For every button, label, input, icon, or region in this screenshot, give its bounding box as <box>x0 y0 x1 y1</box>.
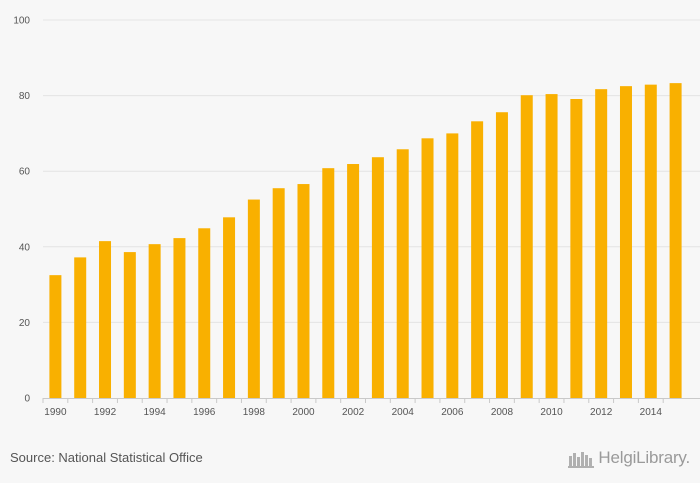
bars <box>49 83 682 399</box>
bar-2006[interactable] <box>446 133 459 398</box>
bar-1999[interactable] <box>272 188 285 398</box>
x-tick-label: 1996 <box>193 407 216 418</box>
x-tick-label: 1998 <box>243 407 266 418</box>
y-tick-label: 20 <box>19 318 31 329</box>
bar-2009[interactable] <box>520 95 533 399</box>
bar-1993[interactable] <box>123 252 136 398</box>
y-tick-label: 0 <box>24 394 30 405</box>
brand-logo[interactable]: HelgiLibrary. <box>568 448 690 468</box>
bar-2015[interactable] <box>669 83 682 398</box>
bar-2011[interactable] <box>570 99 583 398</box>
library-logo-icon <box>568 452 595 468</box>
bar-1998[interactable] <box>247 199 260 398</box>
bar-2013[interactable] <box>619 86 632 399</box>
bar-2007[interactable] <box>471 121 484 398</box>
source-label: Source: National Statistical Office <box>10 450 203 465</box>
x-axis-ticks: 1990 1992 1994 1996 1998 2000 2002 2004 2006 2008… <box>42 398 664 418</box>
bar-2001[interactable] <box>322 168 335 398</box>
x-tick-label: 2004 <box>392 407 415 418</box>
x-tick-label: 2008 <box>491 407 514 418</box>
bar-1996[interactable] <box>198 228 211 398</box>
y-tick-label: 60 <box>19 167 31 178</box>
bar-1997[interactable] <box>223 217 236 398</box>
bar-1992[interactable] <box>99 241 112 398</box>
bar-2008[interactable] <box>495 112 508 399</box>
x-tick-label: 1994 <box>144 407 167 418</box>
x-tick-label: 1992 <box>94 407 117 418</box>
y-axis-ticks: 0 20 40 60 80 100 <box>13 16 30 405</box>
y-tick-label: 40 <box>19 242 31 253</box>
x-tick-label: 2006 <box>441 407 464 418</box>
bar-2005[interactable] <box>421 138 434 398</box>
bar-2004[interactable] <box>396 149 409 398</box>
bar-2010[interactable] <box>545 94 558 398</box>
y-tick-label: 100 <box>13 16 30 27</box>
bar-2003[interactable] <box>371 157 384 398</box>
y-tick-label: 80 <box>19 91 31 102</box>
bar-2002[interactable] <box>347 164 360 398</box>
bar-2012[interactable] <box>595 89 608 398</box>
bar-chart: 0 20 40 60 80 100 1990 1992 1994 1996 1998 2000 200… <box>13 16 700 418</box>
bar-1991[interactable] <box>74 257 87 398</box>
x-tick-label: 2012 <box>590 407 613 418</box>
x-tick-label: 2014 <box>640 407 663 418</box>
bar-2014[interactable] <box>644 84 657 398</box>
x-tick-label: 2002 <box>342 407 365 418</box>
x-tick-label: 2010 <box>540 407 563 418</box>
bar-2000[interactable] <box>297 184 310 398</box>
x-tick-label: 2000 <box>292 407 315 418</box>
bar-1990[interactable] <box>49 275 62 398</box>
bar-1994[interactable] <box>148 244 161 398</box>
bar-1995[interactable] <box>173 238 186 398</box>
brand-name: HelgiLibrary. <box>598 448 690 467</box>
x-tick-label: 1990 <box>44 407 67 418</box>
